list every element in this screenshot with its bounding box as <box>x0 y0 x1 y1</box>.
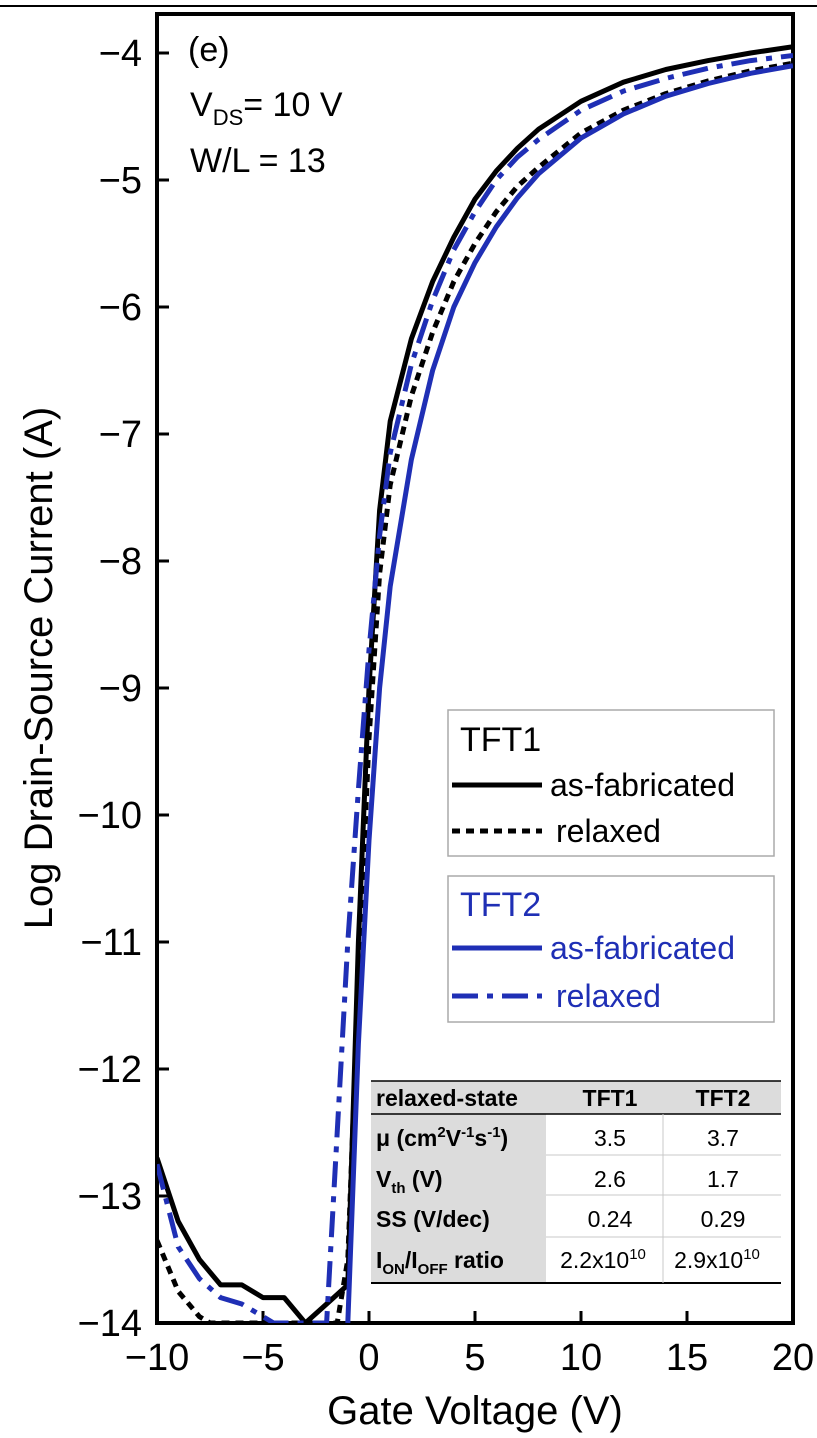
x-tick-label-2: 0 <box>358 1337 379 1379</box>
series-tft2-as-fabricated <box>345 63 793 1323</box>
x-axis-title: Gate Voltage (V) <box>327 1389 623 1433</box>
table-row-mobility-tft2: 3.7 <box>707 1125 739 1151</box>
legend-tft2-relaxed-label: relaxed <box>556 978 661 1014</box>
legend-tft1-title: TFT1 <box>460 721 541 759</box>
legend-tft1-asfab-label: as-fabricated <box>550 767 735 803</box>
legend-tft1: TFT1 as-fabricated relaxed <box>447 709 775 857</box>
axis-ticks <box>155 51 795 1325</box>
series-tft1-as-fabricated <box>157 44 793 1323</box>
table-header-tft2: TFT2 <box>696 1085 751 1111</box>
series-tft1-relaxed <box>157 60 793 1323</box>
table-row-ss-tft2: 0.29 <box>701 1206 746 1232</box>
table-row-onoff-tft1: 2.2x1010 <box>560 1246 646 1273</box>
table-row-ss-tft1: 0.24 <box>588 1206 633 1232</box>
y-tick-label-0: −4 <box>99 33 142 75</box>
legend-tft1-relaxed-label: relaxed <box>556 813 661 849</box>
x-tick-label-0: −10 <box>125 1337 189 1379</box>
table-row-onoff-tft2: 2.9x1010 <box>674 1246 760 1273</box>
x-tick-label-1: −5 <box>241 1337 284 1379</box>
x-tick-label-5: 15 <box>666 1337 708 1379</box>
legend-tft2-title: TFT2 <box>460 886 541 924</box>
y-tick-label-7: −11 <box>80 922 142 964</box>
y-tick-labels: −4 −5 −6 −7 −8 −9 −10 −11 −12 −13 −14 <box>78 33 142 1345</box>
panel-label: (e) <box>188 31 230 69</box>
table-row-vth-tft1: 2.6 <box>594 1166 626 1192</box>
x-tick-label-6: 20 <box>772 1337 814 1379</box>
table-row-ss-label: SS (V/dec) <box>376 1206 490 1232</box>
legend-tft2-asfab-label: as-fabricated <box>550 930 735 966</box>
table-row-vth-tft2: 1.7 <box>707 1166 739 1192</box>
wl-annotation: W/L = 13 <box>190 142 326 180</box>
y-tick-label-6: −10 <box>78 795 142 837</box>
y-axis-title: Log Drain-Source Current (A) <box>17 407 61 929</box>
series-layer <box>157 44 793 1323</box>
table-label-column-bg <box>371 1114 546 1283</box>
x-tick-labels: −10 −5 0 5 10 15 20 <box>125 1337 814 1379</box>
series-tft2-relaxed <box>157 53 793 1323</box>
table-row-mobility-tft1: 3.5 <box>594 1125 626 1151</box>
table-row-vth-label: Vth (V) <box>376 1166 443 1197</box>
legend-tft2: TFT2 as-fabricated relaxed <box>447 875 775 1023</box>
table-header-bg <box>371 1081 781 1114</box>
y-tick-label-1: −5 <box>99 160 142 202</box>
x-tick-label-3: 5 <box>464 1337 485 1379</box>
y-tick-label-3: −7 <box>99 414 142 456</box>
vds-annotation: VDS= 10 V <box>190 86 343 130</box>
table-header-label: relaxed-state <box>376 1085 518 1111</box>
y-tick-label-8: −12 <box>78 1049 142 1091</box>
y-tick-label-9: −13 <box>78 1176 142 1218</box>
y-tick-label-4: −8 <box>99 541 142 583</box>
table-row-onoff-label: ION/IOFF ratio <box>376 1247 504 1278</box>
x-tick-label-4: 10 <box>560 1337 602 1379</box>
relaxed-state-table: relaxed-state TFT1 TFT2 μ (cm2V-1s-1) 3.… <box>371 1080 781 1284</box>
y-tick-label-10: −14 <box>78 1303 142 1345</box>
y-tick-label-5: −9 <box>99 668 142 710</box>
table-header-tft1: TFT1 <box>583 1085 638 1111</box>
y-tick-label-2: −6 <box>99 287 142 329</box>
table-row-mobility-label: μ (cm2V-1s-1) <box>376 1124 508 1151</box>
